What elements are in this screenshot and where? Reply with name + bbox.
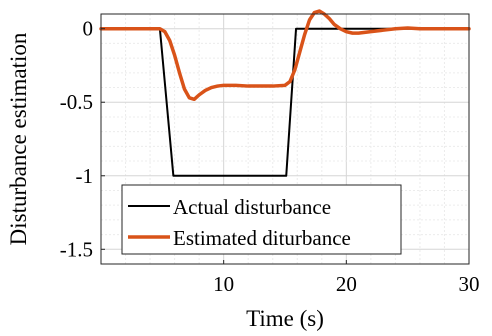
x-tick-label: 10: [213, 272, 234, 296]
plot-frame: [100, 13, 470, 265]
y-tick-label: 0: [83, 17, 94, 41]
y-tick-label: -0.5: [60, 90, 93, 114]
legend-label-estimated: Estimated diturbance: [173, 226, 351, 250]
x-tick-label: 30: [459, 272, 480, 296]
y-axis: Disturbance estimation: [6, 32, 31, 245]
y-axis-label: Disturbance estimation: [6, 32, 31, 245]
legend: Actual disturbance Estimated diturbance: [121, 184, 402, 255]
x-axis: Time (s): [246, 306, 324, 331]
x-axis-label: Time (s): [246, 306, 324, 331]
y-tick-label: -1.5: [60, 237, 93, 261]
legend-label-actual: Actual disturbance: [173, 195, 331, 219]
legend-box: [121, 184, 402, 255]
series-group: [99, 9, 471, 177]
y-tick-label: -1: [76, 164, 94, 188]
x-tick-label: 20: [336, 272, 357, 296]
series-line-estimated-disturbance: [99, 9, 471, 102]
ticks: 10 20 30 0 -0.5 -1 -1.5: [60, 17, 480, 296]
